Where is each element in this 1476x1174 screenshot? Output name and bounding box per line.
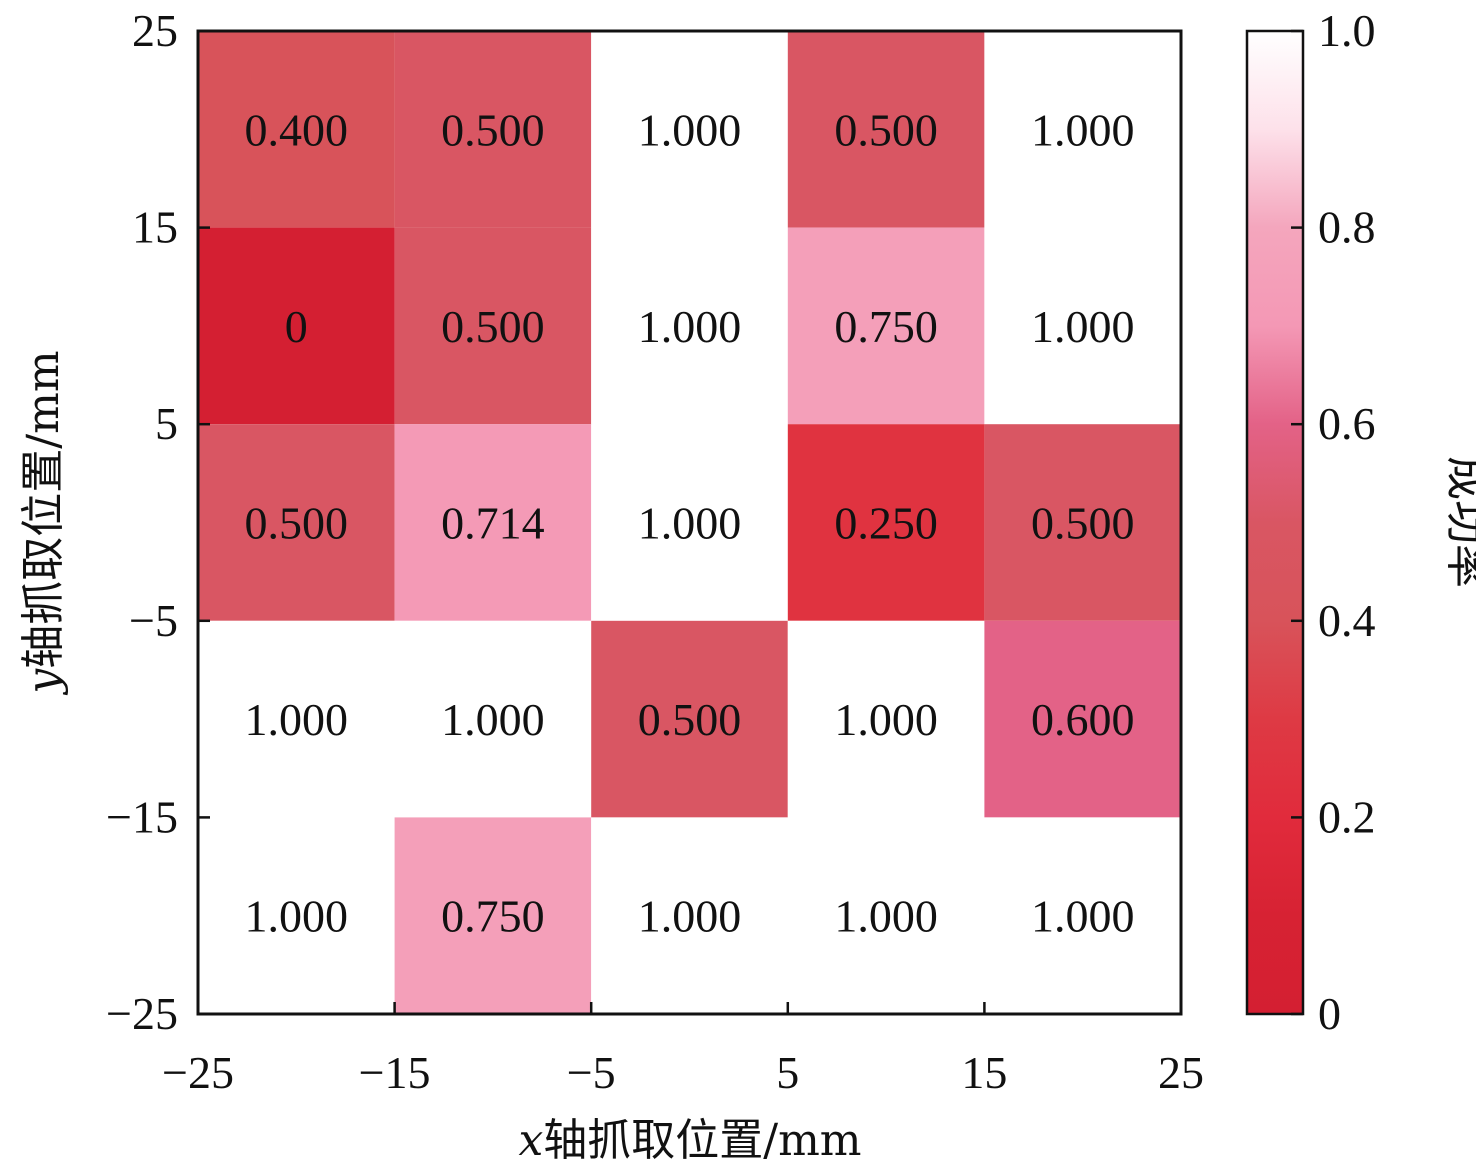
cell-value-label: 1.000 xyxy=(1031,301,1135,352)
y-tick-label: 5 xyxy=(155,398,178,449)
heatmap-cell xyxy=(198,620,395,818)
x-tick-label: 25 xyxy=(1158,1047,1204,1098)
colorbar xyxy=(1245,29,1305,1016)
x-axis-label-var: x xyxy=(518,1115,543,1166)
heatmap-cell xyxy=(984,31,1181,228)
cell-value-label: 0.750 xyxy=(834,301,938,352)
colorbar-tick-label: 0.2 xyxy=(1318,791,1376,842)
cell-value-label: 1.000 xyxy=(834,891,938,942)
y-axis-label-text: 轴抓取位置/mm xyxy=(18,350,69,668)
heatmap-cell xyxy=(198,227,395,425)
colorbar-tick-label: 0.8 xyxy=(1318,202,1376,253)
heatmap-cell xyxy=(198,31,395,228)
y-axis-ticks: −25 −15 −5 5 15 25 xyxy=(106,5,210,1039)
cell-value-label: 1.000 xyxy=(638,104,742,155)
x-tick-label: −15 xyxy=(359,1047,431,1098)
cell-value-label: 1.000 xyxy=(638,891,742,942)
heatmap-cell xyxy=(394,227,592,425)
heatmap-cell xyxy=(394,817,592,1014)
cell-value-label: 1.000 xyxy=(638,301,742,352)
heatmap-cell-labels: 0.400 0.500 1.000 0.500 1.000 0 0.500 1.000 0.75… xyxy=(245,104,1135,941)
cell-value-label: 0.714 xyxy=(441,498,545,549)
heatmap-cell xyxy=(787,817,985,1014)
cell-value-label: 0.500 xyxy=(245,498,349,549)
heatmap-cells xyxy=(198,31,1181,1014)
heatmap-cell xyxy=(787,620,985,818)
x-axis-ticks: −25 −15 −5 5 15 25 xyxy=(162,1002,1204,1098)
cell-value-label: 0.600 xyxy=(1031,694,1135,745)
cell-value-label: 0.400 xyxy=(245,104,349,155)
heatmap-cell xyxy=(984,620,1181,818)
heatmap-cell xyxy=(787,424,985,621)
heatmap-cell xyxy=(198,424,395,621)
heatmap-cell xyxy=(394,424,592,621)
heatmap-cell xyxy=(984,227,1181,425)
heatmap-cell xyxy=(984,424,1181,621)
heatmap-cell xyxy=(394,620,592,818)
y-tick-label: −5 xyxy=(129,595,178,646)
colorbar-label: 成功率 xyxy=(1441,456,1476,588)
y-tick-label: −15 xyxy=(106,791,178,842)
cell-value-label: 0 xyxy=(285,301,308,352)
cell-value-label: 1.000 xyxy=(245,694,349,745)
heatmap-cell xyxy=(787,227,985,425)
y-axis-label-var: y xyxy=(18,668,69,696)
heatmap-cell xyxy=(984,817,1181,1014)
heatmap-cell xyxy=(591,620,788,818)
cell-value-label: 1.000 xyxy=(638,498,742,549)
y-tick-label: 25 xyxy=(132,5,178,56)
x-tick-label: 5 xyxy=(776,1047,799,1098)
cell-value-label: 1.000 xyxy=(1031,891,1135,942)
cell-value-label: 1.000 xyxy=(441,694,545,745)
cell-value-label: 1.000 xyxy=(1031,104,1135,155)
heatmap-cell xyxy=(591,227,788,425)
x-tick-label: 15 xyxy=(961,1047,1007,1098)
colorbar-tick-label: 0.4 xyxy=(1318,595,1376,646)
x-tick-label: −25 xyxy=(162,1047,234,1098)
x-axis-label: x轴抓取位置/mm xyxy=(518,1115,861,1166)
cell-value-label: 0.500 xyxy=(441,104,545,155)
x-axis-label-text: 轴抓取位置/mm xyxy=(543,1115,861,1166)
heatmap-cell xyxy=(591,31,788,228)
heatmap-cell xyxy=(394,31,592,228)
cell-value-label: 0.250 xyxy=(834,498,938,549)
cell-value-label: 1.000 xyxy=(245,891,349,942)
x-tick-label: −5 xyxy=(567,1047,616,1098)
cell-value-label: 1.000 xyxy=(834,694,938,745)
cell-value-label: 0.750 xyxy=(441,891,545,942)
heatmap-cell xyxy=(787,31,985,228)
heatmap-cell xyxy=(591,424,788,621)
cell-value-label: 0.500 xyxy=(834,104,938,155)
colorbar-tick-label: 1.0 xyxy=(1318,5,1376,56)
colorbar-ticks: 0 0.2 0.4 0.6 0.8 1.0 xyxy=(1291,5,1376,1039)
y-tick-label: 15 xyxy=(132,202,178,253)
cell-value-label: 0.500 xyxy=(638,694,742,745)
plot-frame xyxy=(196,29,1183,1016)
y-tick-label: −25 xyxy=(106,988,178,1039)
colorbar-tick-label: 0 xyxy=(1318,988,1341,1039)
colorbar-tick-label: 0.6 xyxy=(1318,398,1376,449)
cell-value-label: 0.500 xyxy=(441,301,545,352)
heatmap-cell xyxy=(591,817,788,1014)
y-axis-label: y轴抓取位置/mm xyxy=(18,350,69,695)
cell-value-label: 0.500 xyxy=(1031,498,1135,549)
heatmap-cell xyxy=(198,817,395,1014)
